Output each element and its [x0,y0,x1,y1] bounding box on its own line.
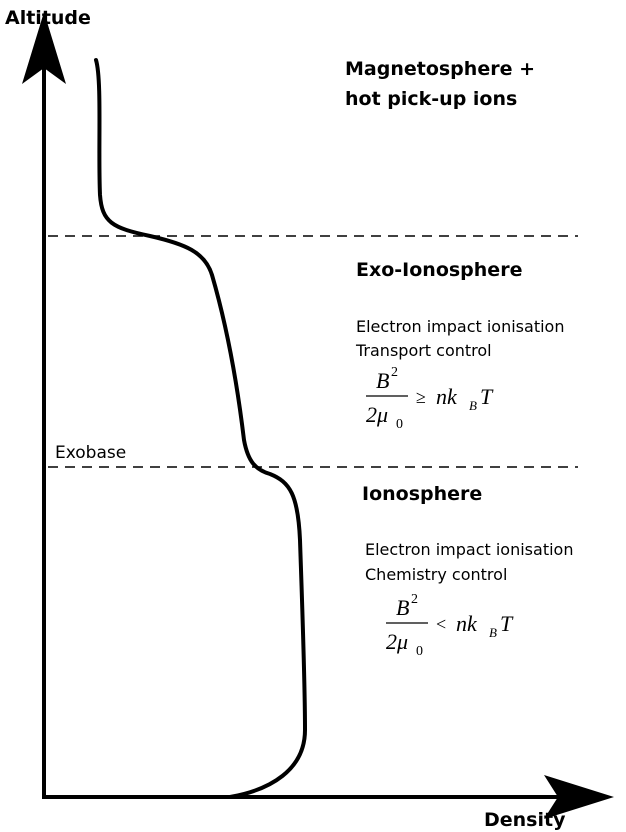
formula: B 22μ 0≥ nk B T [366,365,494,432]
numerator: B [376,368,389,393]
x-arrow [544,775,614,819]
x-axis-label: Density [484,809,566,831]
region-text: Transport control [355,341,492,360]
density-profile [94,58,308,799]
denominator: 2μ [366,402,388,427]
region-text: Chemistry control [365,565,507,584]
rhs-end: T [500,611,514,636]
superscript: 2 [391,365,398,380]
relation: ≥ [416,387,426,407]
denominator: 2μ [386,629,408,654]
subscript: 0 [396,417,403,432]
region-title: Ionosphere [362,483,482,505]
region-title: hot pick-up ions [345,88,517,110]
subscript: 0 [416,644,423,659]
formula: B 22μ 0< nk B T [386,592,514,659]
superscript: 2 [411,592,418,607]
numerator: B [396,595,409,620]
rhs-subscript: B [489,625,497,640]
region-text: Electron impact ionisation [365,540,573,559]
rhs-end: T [480,384,494,409]
y-arrow [22,12,66,84]
region-title: Magnetosphere + [345,58,535,80]
region-text: Electron impact ionisation [356,317,564,336]
y-axis-label: Altitude [5,7,91,29]
rhs: nk [436,384,458,409]
relation: < [436,614,446,634]
rhs-subscript: B [469,398,477,413]
region-title: Exo-Ionosphere [356,259,522,281]
rhs: nk [456,611,478,636]
exobase-label: Exobase [55,443,126,463]
